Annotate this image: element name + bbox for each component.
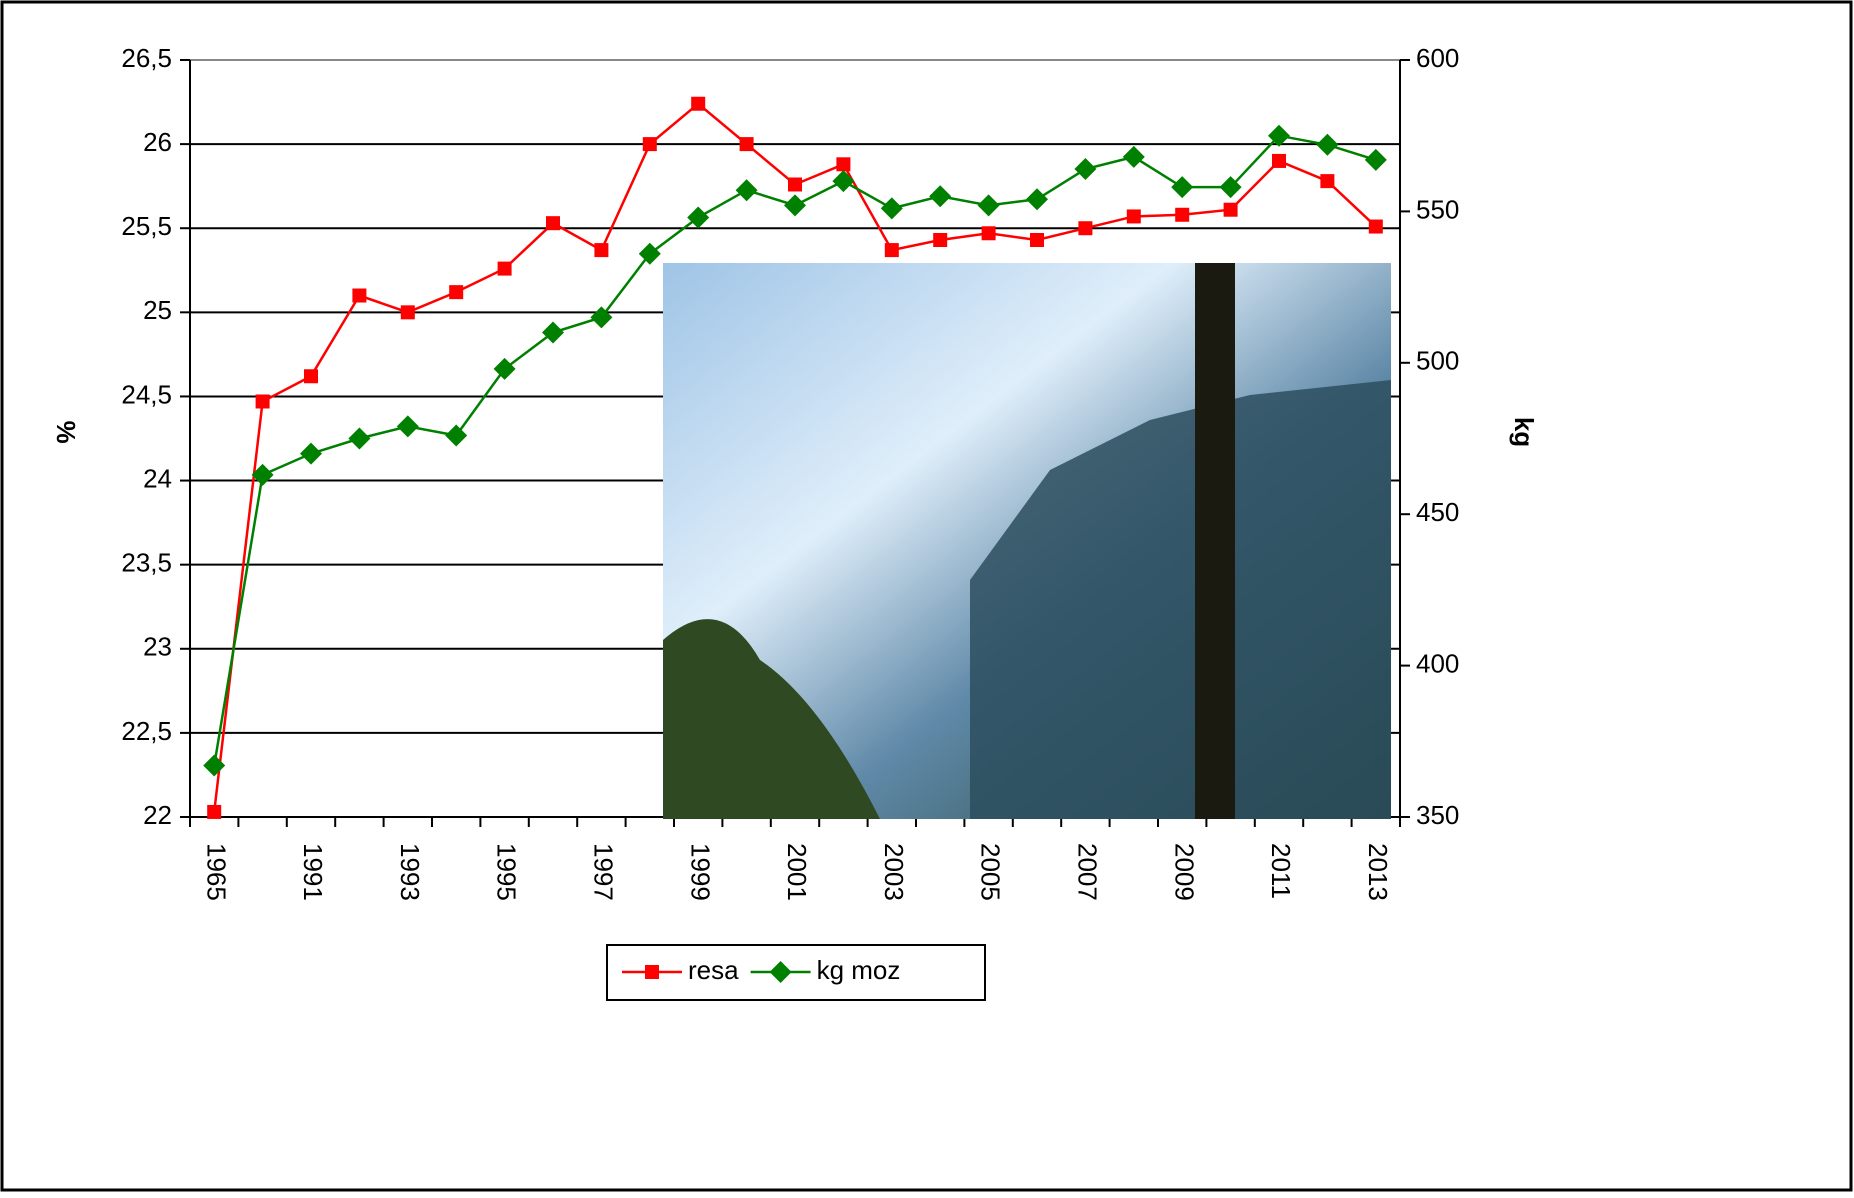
x-tick-label: 2013	[1363, 843, 1393, 901]
y2-tick-label: 350	[1416, 800, 1459, 830]
x-tick-label: 1965	[201, 843, 231, 901]
marker	[929, 185, 952, 208]
x-tick-label: 2005	[976, 843, 1006, 901]
marker	[449, 285, 464, 300]
legend-marker	[769, 961, 792, 983]
marker	[400, 305, 415, 320]
marker	[739, 137, 754, 152]
marker	[251, 463, 274, 486]
marker	[642, 137, 657, 152]
x-tick-label: 1995	[492, 843, 522, 901]
y2-axis-title: kg	[1509, 417, 1539, 447]
marker	[1368, 219, 1383, 234]
y-tick-label: 24,5	[121, 379, 172, 409]
legend-label: kg moz	[817, 955, 901, 985]
marker	[594, 243, 609, 258]
y2-tick-label: 400	[1416, 648, 1459, 678]
marker	[1074, 158, 1097, 181]
photo-mountains	[970, 380, 1391, 819]
y-tick-label: 26,5	[121, 43, 172, 73]
x-tick-label: 1991	[298, 843, 328, 901]
x-tick-label: 1999	[685, 843, 715, 901]
y-tick-label: 24	[143, 463, 172, 493]
y2-tick-label: 500	[1416, 346, 1459, 376]
x-tick-label: 2009	[1169, 843, 1199, 901]
marker	[300, 442, 322, 465]
x-tick-label: 2003	[879, 843, 909, 901]
marker	[1122, 145, 1145, 168]
marker	[1316, 133, 1339, 156]
y2-tick-label: 550	[1416, 194, 1459, 224]
marker	[1030, 232, 1044, 247]
marker	[1171, 176, 1194, 199]
marker	[304, 369, 318, 384]
marker	[880, 197, 903, 220]
marker	[396, 415, 419, 438]
marker	[348, 427, 371, 450]
marker	[836, 157, 851, 172]
legend-marker	[645, 965, 659, 979]
marker	[590, 306, 613, 329]
marker	[1026, 188, 1048, 211]
marker	[1272, 153, 1286, 168]
y-tick-label: 22,5	[121, 716, 172, 746]
marker	[1126, 209, 1141, 224]
y-tick-label: 23	[143, 632, 172, 662]
marker	[933, 232, 948, 247]
marker	[784, 194, 806, 217]
marker	[638, 242, 661, 265]
marker	[1268, 124, 1290, 147]
marker	[788, 177, 802, 192]
marker	[497, 261, 512, 276]
y-tick-label: 25,5	[121, 211, 172, 241]
marker	[977, 194, 1000, 217]
photo-tree-trunk	[1195, 263, 1235, 819]
y-axis-title: %	[51, 420, 81, 443]
photo-foliage	[663, 619, 880, 819]
marker	[832, 170, 855, 193]
marker	[255, 394, 270, 409]
y2-tick-label: 600	[1416, 43, 1459, 73]
x-tick-label: 2007	[1073, 843, 1103, 901]
marker	[1175, 207, 1190, 222]
marker	[542, 321, 564, 344]
x-tick-label: 2001	[782, 843, 812, 901]
y-tick-label: 22	[143, 800, 172, 830]
marker	[691, 96, 706, 111]
marker	[687, 206, 710, 229]
y-tick-label: 25	[143, 295, 172, 325]
legend-label: resa	[688, 955, 739, 985]
y-tick-label: 26	[143, 127, 172, 157]
marker	[1219, 176, 1242, 199]
marker	[203, 754, 226, 777]
y-tick-label: 23,5	[121, 548, 172, 578]
marker	[735, 179, 758, 202]
marker	[1364, 148, 1387, 171]
marker	[884, 243, 899, 258]
marker	[445, 424, 468, 447]
marker	[1320, 174, 1335, 189]
marker	[207, 804, 222, 819]
x-tick-label: 1997	[589, 843, 619, 901]
marker	[1078, 221, 1093, 236]
marker	[981, 226, 996, 241]
x-tick-label: 2011	[1266, 843, 1296, 899]
marker	[352, 288, 367, 303]
y2-tick-label: 450	[1416, 497, 1459, 527]
x-tick-label: 1993	[395, 843, 425, 901]
marker	[546, 216, 560, 231]
marker	[1223, 202, 1238, 217]
marker	[493, 357, 516, 380]
